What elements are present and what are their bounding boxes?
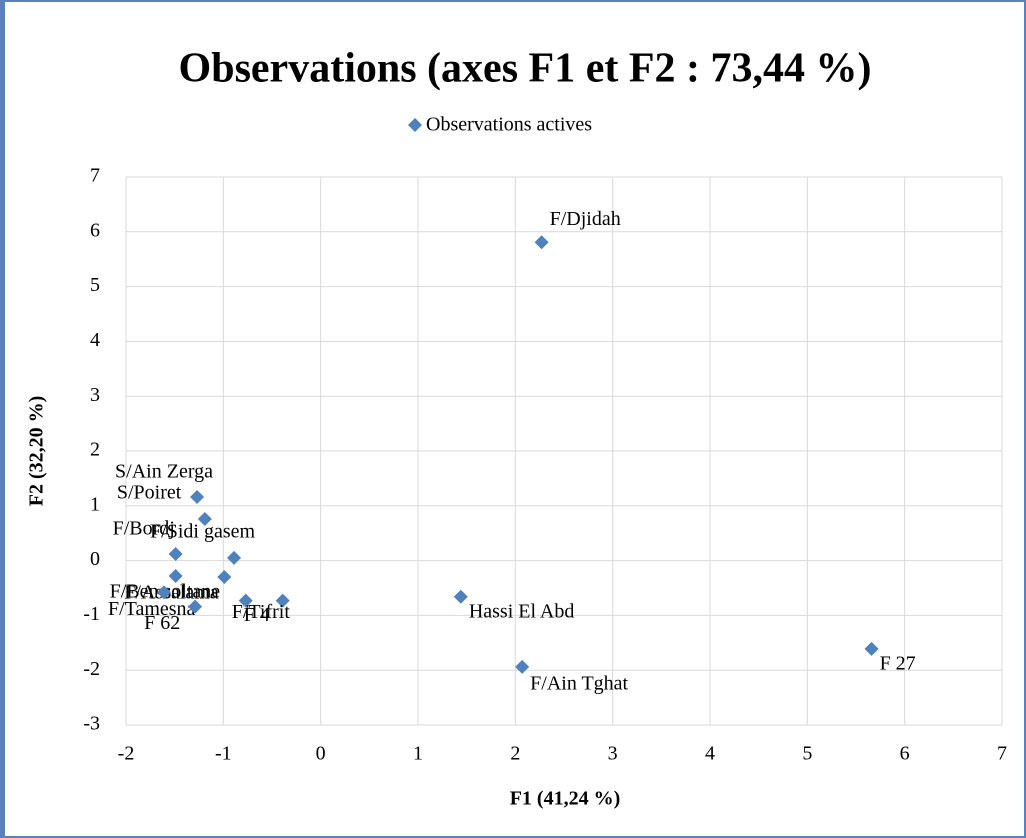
point-label: F/Bordj (113, 518, 175, 540)
frame-edge (0, 0, 5, 838)
y-tick-label: -1 (83, 603, 100, 625)
x-tick-label: 3 (608, 743, 618, 765)
y-tick-label: 6 (90, 219, 100, 241)
point (534, 235, 549, 250)
point (168, 547, 183, 562)
point-label: F/Djidah (550, 208, 621, 230)
chart-title: Observations (axes F1 et F2 : 73,44 %) (179, 46, 872, 92)
x-tick-label: 4 (705, 743, 715, 765)
x-tick-label: 6 (900, 743, 910, 765)
y-tick-label: 3 (90, 384, 100, 406)
point-label: F 27 (880, 652, 916, 674)
y-tick-label: -2 (83, 658, 100, 680)
point-label: S/Poiret (117, 482, 182, 504)
point (156, 585, 171, 600)
y-tick-label: 0 (90, 548, 100, 570)
y-axis-title: F2 (32,20 %) (26, 396, 48, 507)
legend-label: Observations actives (426, 114, 592, 136)
point-label: S/Ain Zerga (115, 461, 213, 483)
point (168, 568, 183, 583)
point (227, 550, 242, 565)
y-tick-label: 2 (90, 439, 100, 461)
point-label: F 4 (244, 604, 270, 626)
x-tick-label: 5 (802, 743, 812, 765)
point-label: F/Sidi gasem (150, 520, 255, 542)
x-tick-label: 7 (997, 743, 1007, 765)
x-axis-title: F1 (41,24 %) (510, 788, 621, 810)
point-label: F 62 (144, 612, 180, 634)
point (188, 599, 203, 614)
x-tick-label: -1 (215, 743, 232, 765)
point (515, 659, 530, 674)
point (238, 593, 253, 608)
point-label: Hassi El Abd (469, 600, 575, 622)
y-tick-label: 5 (90, 274, 100, 296)
y-tick-label: 1 (90, 493, 100, 515)
point-label: F/Assalama (124, 582, 219, 604)
point (275, 593, 290, 608)
point (190, 490, 205, 505)
y-tick-label: 7 (90, 165, 100, 187)
y-tick-label: 4 (90, 329, 100, 351)
x-tick-label: 2 (510, 743, 520, 765)
point (453, 589, 468, 604)
x-tick-label: 1 (413, 743, 423, 765)
point-label: F/Tifrit (232, 601, 291, 623)
point (864, 641, 879, 656)
y-tick-label: -3 (83, 713, 100, 735)
x-tick-label: -2 (118, 743, 135, 765)
legend-marker (408, 118, 422, 132)
point-label: F/Ain Tghat (530, 673, 628, 695)
point (197, 511, 212, 526)
point-label: F/Tamesna (108, 598, 196, 620)
x-tick-label: 0 (316, 743, 326, 765)
point (217, 570, 232, 585)
